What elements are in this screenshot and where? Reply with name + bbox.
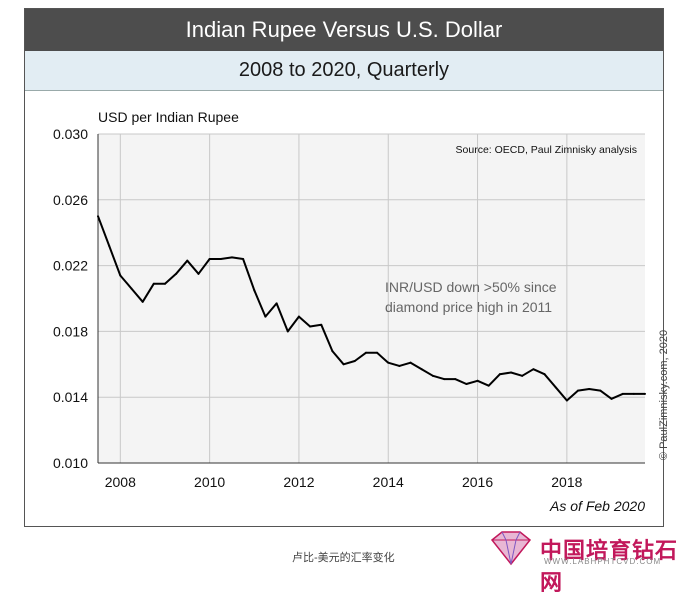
data-point <box>320 323 323 326</box>
annotation-line-2: diamond price high in 2011 <box>385 299 552 315</box>
x-tick-label: 2018 <box>551 474 582 490</box>
series-line <box>97 215 645 402</box>
data-point <box>376 351 379 354</box>
data-point <box>186 259 189 262</box>
y-tick-label: 0.014 <box>53 389 88 405</box>
x-tick-label: 2010 <box>194 474 225 490</box>
line-chart: 0.010 0.014 0.018 0.022 0.026 0.030 2008 2010 20… <box>53 109 670 514</box>
x-tick-label: 2016 <box>462 474 493 490</box>
x-tick-label: 2014 <box>373 474 404 490</box>
data-point <box>141 300 144 303</box>
data-point <box>431 374 434 377</box>
data-point <box>521 374 524 377</box>
data-point <box>364 351 367 354</box>
data-point <box>465 383 468 386</box>
data-point <box>476 379 479 382</box>
plot-area <box>98 134 645 463</box>
data-point <box>565 399 568 402</box>
data-point <box>242 258 245 261</box>
data-point <box>599 389 602 392</box>
data-point <box>409 361 412 364</box>
data-point <box>208 258 211 261</box>
data-point <box>119 274 122 277</box>
data-point <box>498 373 501 376</box>
data-point <box>443 378 446 381</box>
data-point <box>163 282 166 285</box>
data-point <box>487 384 490 387</box>
data-point <box>331 350 334 353</box>
data-point <box>342 363 345 366</box>
data-point <box>610 397 613 400</box>
data-point <box>152 282 155 285</box>
chart-subtitle: 2008 to 2020, Quarterly <box>25 51 663 91</box>
watermark-subtext: WWW.LABHPHTCVD.COM <box>544 557 662 566</box>
data-point <box>264 315 267 318</box>
data-point <box>532 368 535 371</box>
data-point <box>108 244 111 247</box>
as-of-note: As of Feb 2020 <box>549 498 645 514</box>
footer-caption: 卢比-美元的汇率变化 <box>292 552 395 564</box>
data-point <box>644 392 646 395</box>
data-point <box>588 387 591 390</box>
chart-title: Indian Rupee Versus U.S. Dollar <box>25 9 663 51</box>
y-tick-label: 0.030 <box>53 126 88 142</box>
data-point <box>175 272 178 275</box>
annotation-line-1: INR/USD down >50% since <box>385 279 557 295</box>
data-point <box>454 378 457 381</box>
data-point <box>510 371 513 374</box>
data-point <box>398 364 401 367</box>
data-point <box>309 325 312 328</box>
data-point <box>286 330 289 333</box>
y-tick-label: 0.026 <box>53 192 88 208</box>
data-point <box>420 368 423 371</box>
data-point <box>130 287 133 290</box>
data-point <box>621 392 624 395</box>
x-tick-label: 2012 <box>283 474 314 490</box>
copyright-note: © PaulZimnisky.com, 2020 <box>658 330 670 460</box>
data-point <box>353 360 356 363</box>
x-tick-label: 2008 <box>105 474 136 490</box>
data-point <box>275 302 278 305</box>
y-tick-label: 0.018 <box>53 323 88 339</box>
data-point <box>197 272 200 275</box>
source-note: Source: OECD, Paul Zimnisky analysis <box>456 144 637 156</box>
y-tick-label: 0.010 <box>53 455 88 471</box>
data-point <box>387 361 390 364</box>
data-point <box>297 315 300 318</box>
diamond-logo-icon <box>490 531 532 566</box>
data-point <box>230 256 233 259</box>
data-point <box>219 258 222 261</box>
y-axis-label: USD per Indian Rupee <box>98 109 239 125</box>
data-point <box>577 389 580 392</box>
data-point <box>632 392 635 395</box>
data-point <box>554 386 557 389</box>
data-point <box>543 373 546 376</box>
data-point <box>253 289 256 292</box>
data-point <box>97 215 99 218</box>
y-tick-label: 0.022 <box>53 258 88 274</box>
